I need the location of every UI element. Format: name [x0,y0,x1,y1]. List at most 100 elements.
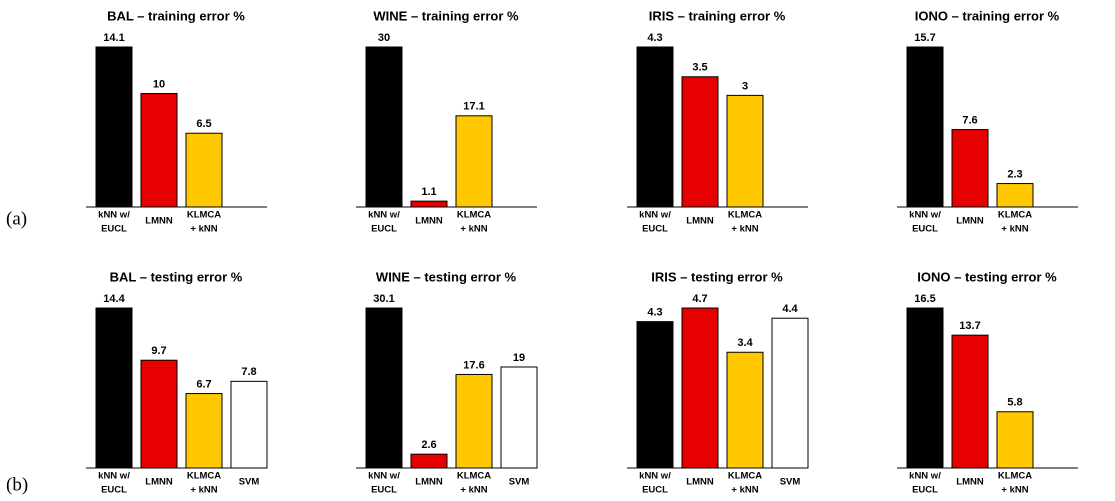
x-tick-label: LMNN [145,216,173,227]
bar [951,129,989,208]
x-tick-label: EUCL [101,224,127,235]
bar [455,373,493,469]
bar [681,307,719,469]
value-label: 2.3 [1007,168,1022,180]
chart-title: WINE – testing error % [376,269,517,284]
value-label: 14.4 [103,293,125,305]
value-label: 6.5 [196,118,211,130]
bar [500,366,538,469]
x-tick-label: SVM [239,477,260,488]
x-tick-label: kNN w/ [639,471,671,482]
value-label: 6.7 [196,378,211,390]
bar [230,380,268,469]
x-tick-label: LMNN [956,477,984,488]
x-tick-label: + kNN [460,224,487,235]
x-tick-label: KLMCA [998,210,1032,221]
panel-label: (b) [6,474,28,495]
value-label: 4.7 [692,293,707,305]
value-label: 19 [513,352,525,364]
x-tick-label: KLMCA [187,471,221,482]
value-label: 7.6 [962,114,977,126]
chart-title: IONO – testing error % [917,269,1057,284]
x-tick-label: + kNN [1001,485,1028,496]
x-tick-label: kNN w/ [98,471,130,482]
value-label: 10 [153,78,165,90]
x-tick-label: LMNN [415,216,443,227]
x-tick-label: EUCL [912,224,938,235]
x-tick-label: SVM [780,477,801,488]
x-tick-label: EUCL [642,224,668,235]
chart-title: WINE – training error % [373,8,519,23]
value-label: 4.4 [782,303,798,315]
bar [185,393,223,469]
value-label: 30.1 [373,293,394,305]
value-label: 17.6 [463,359,484,371]
chart-title: IRIS – training error % [649,8,786,23]
x-tick-label: kNN w/ [909,210,941,221]
bar [636,321,674,469]
bar [410,200,448,208]
x-tick-label: + kNN [731,224,758,235]
chart-title: IONO – training error % [915,8,1060,23]
bar [681,76,719,208]
bar [906,46,944,208]
value-label: 13.7 [959,320,980,332]
x-tick-label: kNN w/ [909,471,941,482]
x-tick-label: KLMCA [187,210,221,221]
x-tick-label: KLMCA [728,471,762,482]
x-tick-label: LMNN [956,216,984,227]
x-tick-label: + kNN [1001,224,1028,235]
value-label: 3.5 [692,62,707,74]
value-label: 5.8 [1007,397,1022,409]
bar [996,183,1034,208]
chart-title: BAL – testing error % [110,269,243,284]
x-tick-label: EUCL [912,485,938,496]
bar [410,453,448,469]
x-tick-label: LMNN [686,477,714,488]
bar [951,334,989,469]
value-label: 3 [742,80,748,92]
value-label: 2.6 [421,439,436,451]
bar [771,317,809,469]
x-tick-label: + kNN [731,485,758,496]
x-tick-label: KLMCA [728,210,762,221]
x-tick-label: + kNN [190,224,217,235]
bar [95,307,133,469]
bar [140,93,178,208]
value-label: 14.1 [103,32,124,44]
value-label: 17.1 [463,101,484,113]
bar [906,307,944,469]
value-label: 9.7 [151,345,166,357]
bar [95,46,133,208]
x-tick-label: kNN w/ [368,471,400,482]
value-label: 7.8 [241,366,256,378]
bar [726,94,764,208]
value-label: 3.4 [737,337,753,349]
x-tick-label: + kNN [460,485,487,496]
bar [185,132,223,208]
x-tick-label: LMNN [145,477,173,488]
x-tick-label: KLMCA [457,210,491,221]
x-tick-label: EUCL [642,485,668,496]
x-tick-label: kNN w/ [98,210,130,221]
chart-title: BAL – training error % [107,8,245,23]
x-tick-label: LMNN [415,477,443,488]
x-tick-label: LMNN [686,216,714,227]
panel-label: (a) [6,208,27,229]
value-label: 4.3 [647,32,662,44]
bar [455,115,493,208]
value-label: 30 [378,32,390,44]
x-tick-label: EUCL [371,224,397,235]
bar [140,359,178,469]
chart-title: IRIS – testing error % [651,269,783,284]
value-label: 4.3 [647,307,662,319]
bar [365,307,403,469]
x-tick-label: kNN w/ [368,210,400,221]
x-tick-label: kNN w/ [639,210,671,221]
bar [365,46,403,208]
bar [726,351,764,469]
x-tick-label: EUCL [101,485,127,496]
value-label: 1.1 [421,186,436,198]
x-tick-label: EUCL [371,485,397,496]
